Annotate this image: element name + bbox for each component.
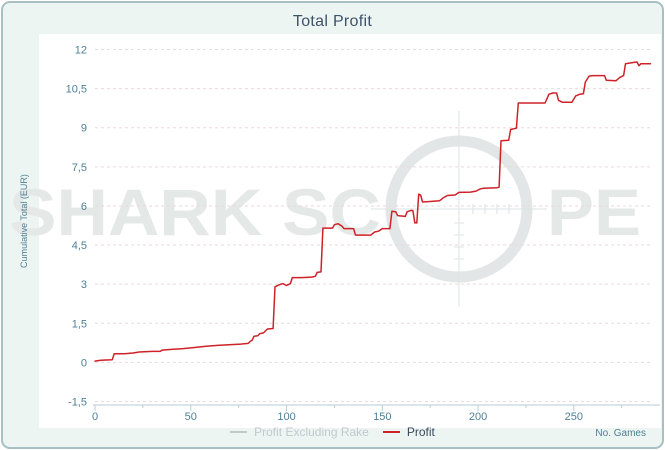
svg-text:PE: PE [547,175,641,249]
svg-text:6: 6 [81,201,87,213]
legend-label-profit-excluding-rake: Profit Excluding Rake [254,425,369,439]
svg-text:0: 0 [92,411,98,423]
chart-title: Total Profit [292,13,373,30]
profit-line-chart: SHARK SC PE 12 10,5 9 7,5 6 4,5 3 1,5 0 -1,5 0 50 100 1… [9,45,660,423]
svg-text:7,5: 7,5 [72,162,87,174]
legend-line-gray-icon [230,431,248,433]
svg-text:0: 0 [81,357,87,369]
svg-text:4,5: 4,5 [72,240,87,252]
svg-text:200: 200 [469,411,487,423]
svg-text:250: 250 [565,411,583,423]
svg-text:3: 3 [81,279,87,291]
y-axis-title: Cumulative Total (EUR) [19,174,29,268]
svg-text:SHARK SC: SHARK SC [9,175,381,249]
legend: Profit Excluding Rake Profit [3,425,662,439]
svg-text:12: 12 [75,45,87,57]
svg-text:50: 50 [185,411,197,423]
legend-label-profit: Profit [406,425,435,439]
x-axis-title: No. Games [595,428,646,439]
svg-text:-1,5: -1,5 [68,397,87,409]
svg-text:150: 150 [373,411,391,423]
legend-item-profit-excluding-rake: Profit Excluding Rake [230,425,369,439]
svg-text:1,5: 1,5 [72,318,87,330]
legend-line-red-icon [382,431,400,433]
legend-item-profit: Profit [382,425,435,439]
svg-text:100: 100 [277,411,295,423]
svg-text:10,5: 10,5 [66,84,87,96]
svg-text:9: 9 [81,123,87,135]
